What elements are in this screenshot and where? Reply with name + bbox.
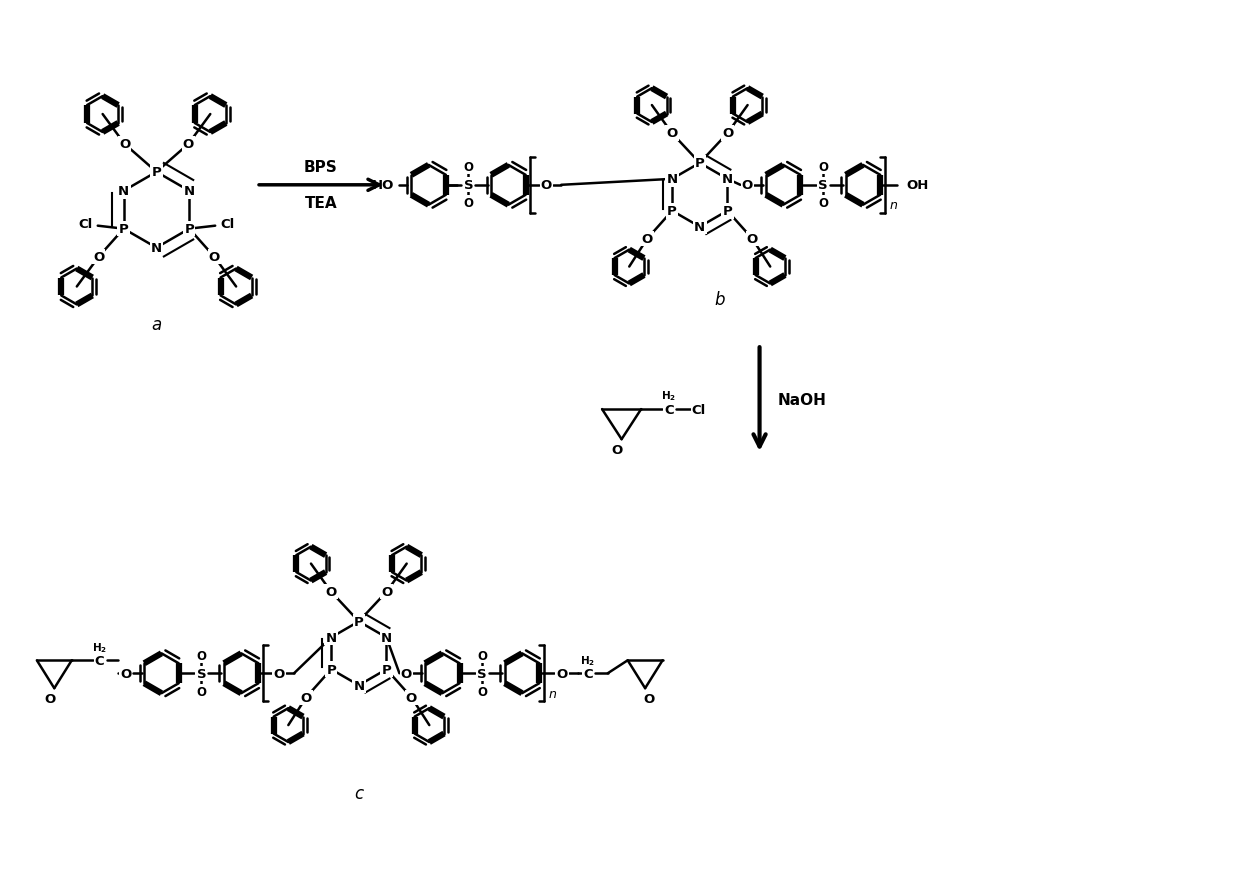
Text: O: O bbox=[477, 649, 487, 662]
Text: P: P bbox=[695, 157, 705, 170]
Text: O: O bbox=[477, 685, 487, 698]
Text: HO: HO bbox=[371, 179, 393, 192]
Text: O: O bbox=[464, 197, 474, 210]
Text: P: P bbox=[184, 223, 194, 236]
Text: P: P bbox=[667, 205, 677, 218]
Text: C: C bbox=[95, 654, 104, 667]
Text: O: O bbox=[120, 667, 131, 680]
Text: O: O bbox=[722, 127, 734, 140]
Text: S: S bbox=[477, 667, 487, 680]
Text: $\mathbf{H_2}$: $\mathbf{H_2}$ bbox=[662, 389, 677, 403]
Text: P: P bbox=[152, 166, 161, 179]
Text: O: O bbox=[742, 179, 753, 192]
Text: S: S bbox=[197, 667, 207, 680]
Text: N: N bbox=[354, 679, 365, 692]
Text: O: O bbox=[557, 667, 568, 680]
Text: P: P bbox=[381, 663, 391, 676]
Text: n: n bbox=[889, 199, 898, 212]
Text: O: O bbox=[183, 139, 194, 151]
Text: Cl: Cl bbox=[79, 217, 93, 231]
Text: O: O bbox=[381, 585, 392, 598]
Text: O: O bbox=[209, 251, 220, 264]
Text: P: P bbox=[354, 616, 364, 628]
Text: C: C bbox=[583, 667, 593, 680]
Text: O: O bbox=[667, 127, 678, 140]
Text: n: n bbox=[549, 687, 557, 700]
Text: O: O bbox=[818, 161, 828, 175]
Text: TEA: TEA bbox=[304, 196, 338, 211]
Text: P: P bbox=[327, 663, 336, 676]
Text: O: O bbox=[464, 161, 474, 175]
Text: S: S bbox=[818, 179, 828, 192]
Text: C: C bbox=[664, 403, 674, 416]
Text: N: N bbox=[325, 631, 336, 644]
Text: P: P bbox=[119, 223, 129, 236]
Text: O: O bbox=[541, 179, 552, 192]
Text: c: c bbox=[354, 784, 364, 802]
Text: O: O bbox=[642, 233, 653, 246]
Text: $\mathbf{H_2}$: $\mathbf{H_2}$ bbox=[580, 653, 595, 667]
Text: O: O bbox=[747, 233, 758, 246]
Text: O: O bbox=[93, 251, 104, 264]
Text: N: N bbox=[722, 173, 734, 186]
Text: Cl: Cl bbox=[220, 217, 234, 231]
Text: S: S bbox=[464, 179, 474, 192]
Text: BPS: BPS bbox=[304, 160, 338, 175]
Text: N: N bbox=[151, 242, 162, 255]
Text: O: O bbox=[197, 649, 207, 662]
Text: Cl: Cl bbox=[691, 403, 706, 416]
Text: b: b bbox=[715, 291, 725, 309]
Text: P: P bbox=[722, 205, 732, 218]
Text: N: N bbox=[381, 631, 392, 644]
Text: O: O bbox=[273, 667, 285, 680]
Text: O: O bbox=[401, 667, 412, 680]
Text: $\mathbf{H_2}$: $\mathbf{H_2}$ bbox=[92, 641, 108, 654]
Text: O: O bbox=[643, 692, 654, 705]
Text: OH: OH bbox=[907, 179, 929, 192]
Text: NaOH: NaOH bbox=[778, 392, 826, 407]
Text: O: O bbox=[301, 691, 312, 704]
Text: N: N bbox=[667, 173, 678, 186]
Text: O: O bbox=[197, 685, 207, 698]
Text: a: a bbox=[151, 316, 162, 334]
Text: O: O bbox=[406, 691, 417, 704]
Text: N: N bbox=[118, 185, 129, 198]
Text: O: O bbox=[818, 197, 828, 210]
Text: O: O bbox=[611, 443, 622, 456]
Text: O: O bbox=[325, 585, 336, 598]
Text: N: N bbox=[184, 185, 195, 198]
Text: N: N bbox=[694, 221, 705, 234]
Text: O: O bbox=[119, 139, 130, 151]
Text: O: O bbox=[45, 692, 56, 705]
